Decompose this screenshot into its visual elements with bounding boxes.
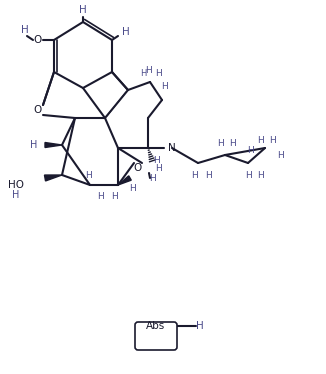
Text: Abs: Abs [146, 321, 166, 331]
Text: H: H [12, 190, 20, 200]
Text: H: H [277, 150, 283, 159]
Text: H: H [257, 171, 263, 180]
Text: H: H [155, 163, 161, 172]
Text: H: H [205, 171, 211, 180]
Text: H: H [229, 138, 235, 147]
Text: H: H [216, 138, 223, 147]
Text: N: N [168, 143, 176, 153]
Text: H: H [244, 171, 251, 180]
FancyBboxPatch shape [135, 322, 177, 350]
Text: H: H [130, 184, 136, 193]
Text: H: H [257, 135, 263, 144]
Polygon shape [45, 142, 62, 147]
Text: HO: HO [8, 180, 24, 190]
Text: H: H [155, 68, 161, 77]
Text: H: H [96, 191, 103, 200]
Text: O: O [134, 163, 142, 173]
Text: H: H [162, 82, 168, 91]
Text: H: H [122, 27, 130, 37]
Text: H: H [269, 135, 275, 144]
Text: H: H [79, 5, 87, 15]
Text: H: H [145, 65, 151, 74]
Text: H: H [111, 191, 118, 200]
Text: H: H [149, 174, 156, 183]
Text: H: H [30, 140, 38, 150]
Text: H: H [196, 321, 204, 331]
Text: H: H [247, 145, 253, 154]
Polygon shape [118, 176, 131, 185]
Text: O: O [34, 105, 42, 115]
Text: H: H [85, 171, 91, 180]
Text: H: H [192, 171, 199, 180]
Text: H: H [21, 25, 29, 35]
Text: O: O [33, 35, 41, 45]
Text: H: H [153, 156, 159, 165]
Text: H: H [140, 68, 146, 77]
Polygon shape [44, 175, 62, 181]
